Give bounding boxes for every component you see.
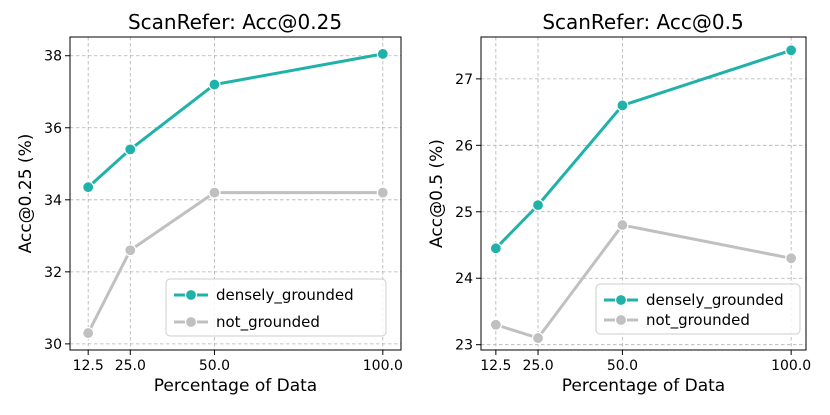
- data-point-densely_grounded: [124, 143, 137, 156]
- data-point-not_grounded: [208, 186, 221, 199]
- y-tick-label: 27: [455, 72, 473, 88]
- x-tick-label: 50.0: [199, 358, 230, 374]
- data-point-not_grounded: [785, 252, 798, 265]
- y-tick-label: 32: [44, 265, 62, 281]
- data-point-not_grounded: [82, 326, 95, 340]
- series-line-not_grounded: [86, 191, 385, 335]
- chart-panel-2: 23 24 25 26 27 12.5 25.0 50.0 100.0 ScanRefer: Ac…: [427, 10, 811, 396]
- legend-swatch-marker: [184, 315, 198, 329]
- x-tick-label: 25.0: [522, 358, 553, 374]
- data-point-not_grounded: [124, 244, 137, 257]
- y-tick-label: 38: [44, 49, 62, 65]
- plot-frame: [69, 36, 402, 351]
- data-point-densely_grounded: [616, 99, 629, 112]
- legend-entry-label: not_grounded: [646, 311, 750, 330]
- series-line-densely_grounded: [86, 52, 385, 189]
- chart-title: ScanRefer: Acc@0.5: [542, 10, 743, 34]
- data-point-densely_grounded: [489, 242, 502, 255]
- data-point-not_grounded: [376, 186, 389, 199]
- chart-panel-1: 30 32 34 36 38 12.5 25.0 50.0 100.0 ScanRefer: Ac…: [16, 10, 403, 396]
- data-point-not_grounded: [616, 218, 629, 232]
- y-axis-label: Acc@0.25 (%): [16, 134, 36, 254]
- legend-box: [595, 283, 801, 335]
- data-point-densely_grounded: [208, 78, 221, 91]
- x-tick-label: 100.0: [363, 358, 403, 374]
- data-point-densely_grounded: [82, 181, 95, 194]
- y-tick-label: 34: [44, 193, 62, 209]
- y-tick-label: 26: [455, 138, 473, 154]
- legend-swatch-marker: [614, 293, 628, 307]
- plot-frame: [480, 36, 807, 351]
- x-tick-label: 25.0: [115, 358, 146, 374]
- legend-swatch-marker: [184, 288, 198, 302]
- data-point-densely_grounded: [531, 199, 545, 212]
- x-tick-label: 12.5: [480, 358, 511, 374]
- y-tick-label: 24: [455, 271, 473, 287]
- y-tick-label: 23: [455, 338, 473, 354]
- data-point-densely_grounded: [376, 47, 389, 61]
- x-tick-label: 50.0: [607, 358, 638, 374]
- y-axis-label: Acc@0.5 (%): [427, 139, 447, 248]
- data-point-densely_grounded: [785, 44, 798, 57]
- data-point-not_grounded: [531, 331, 545, 345]
- legend-entry-label: densely_grounded: [216, 286, 354, 305]
- y-tick-label: 25: [455, 205, 473, 221]
- legend-entry-label: densely_grounded: [646, 291, 784, 310]
- x-tick-label: 12.5: [73, 358, 104, 374]
- legend-entry-label: not_grounded: [216, 313, 320, 332]
- legend-box: [165, 278, 387, 337]
- x-axis-label: Percentage of Data: [562, 376, 725, 396]
- series-line-not_grounded: [494, 223, 793, 340]
- data-point-not_grounded: [489, 318, 502, 331]
- legend-swatch-marker: [614, 313, 628, 327]
- x-tick-label: 100.0: [771, 358, 811, 374]
- legend: densely_grounded not_grounded: [165, 278, 387, 337]
- series-line-densely_grounded: [494, 48, 793, 250]
- y-tick-label: 30: [44, 337, 62, 353]
- x-axis-label: Percentage of Data: [154, 376, 317, 396]
- chart-title: ScanRefer: Acc@0.25: [128, 10, 342, 34]
- y-tick-label: 36: [44, 121, 62, 137]
